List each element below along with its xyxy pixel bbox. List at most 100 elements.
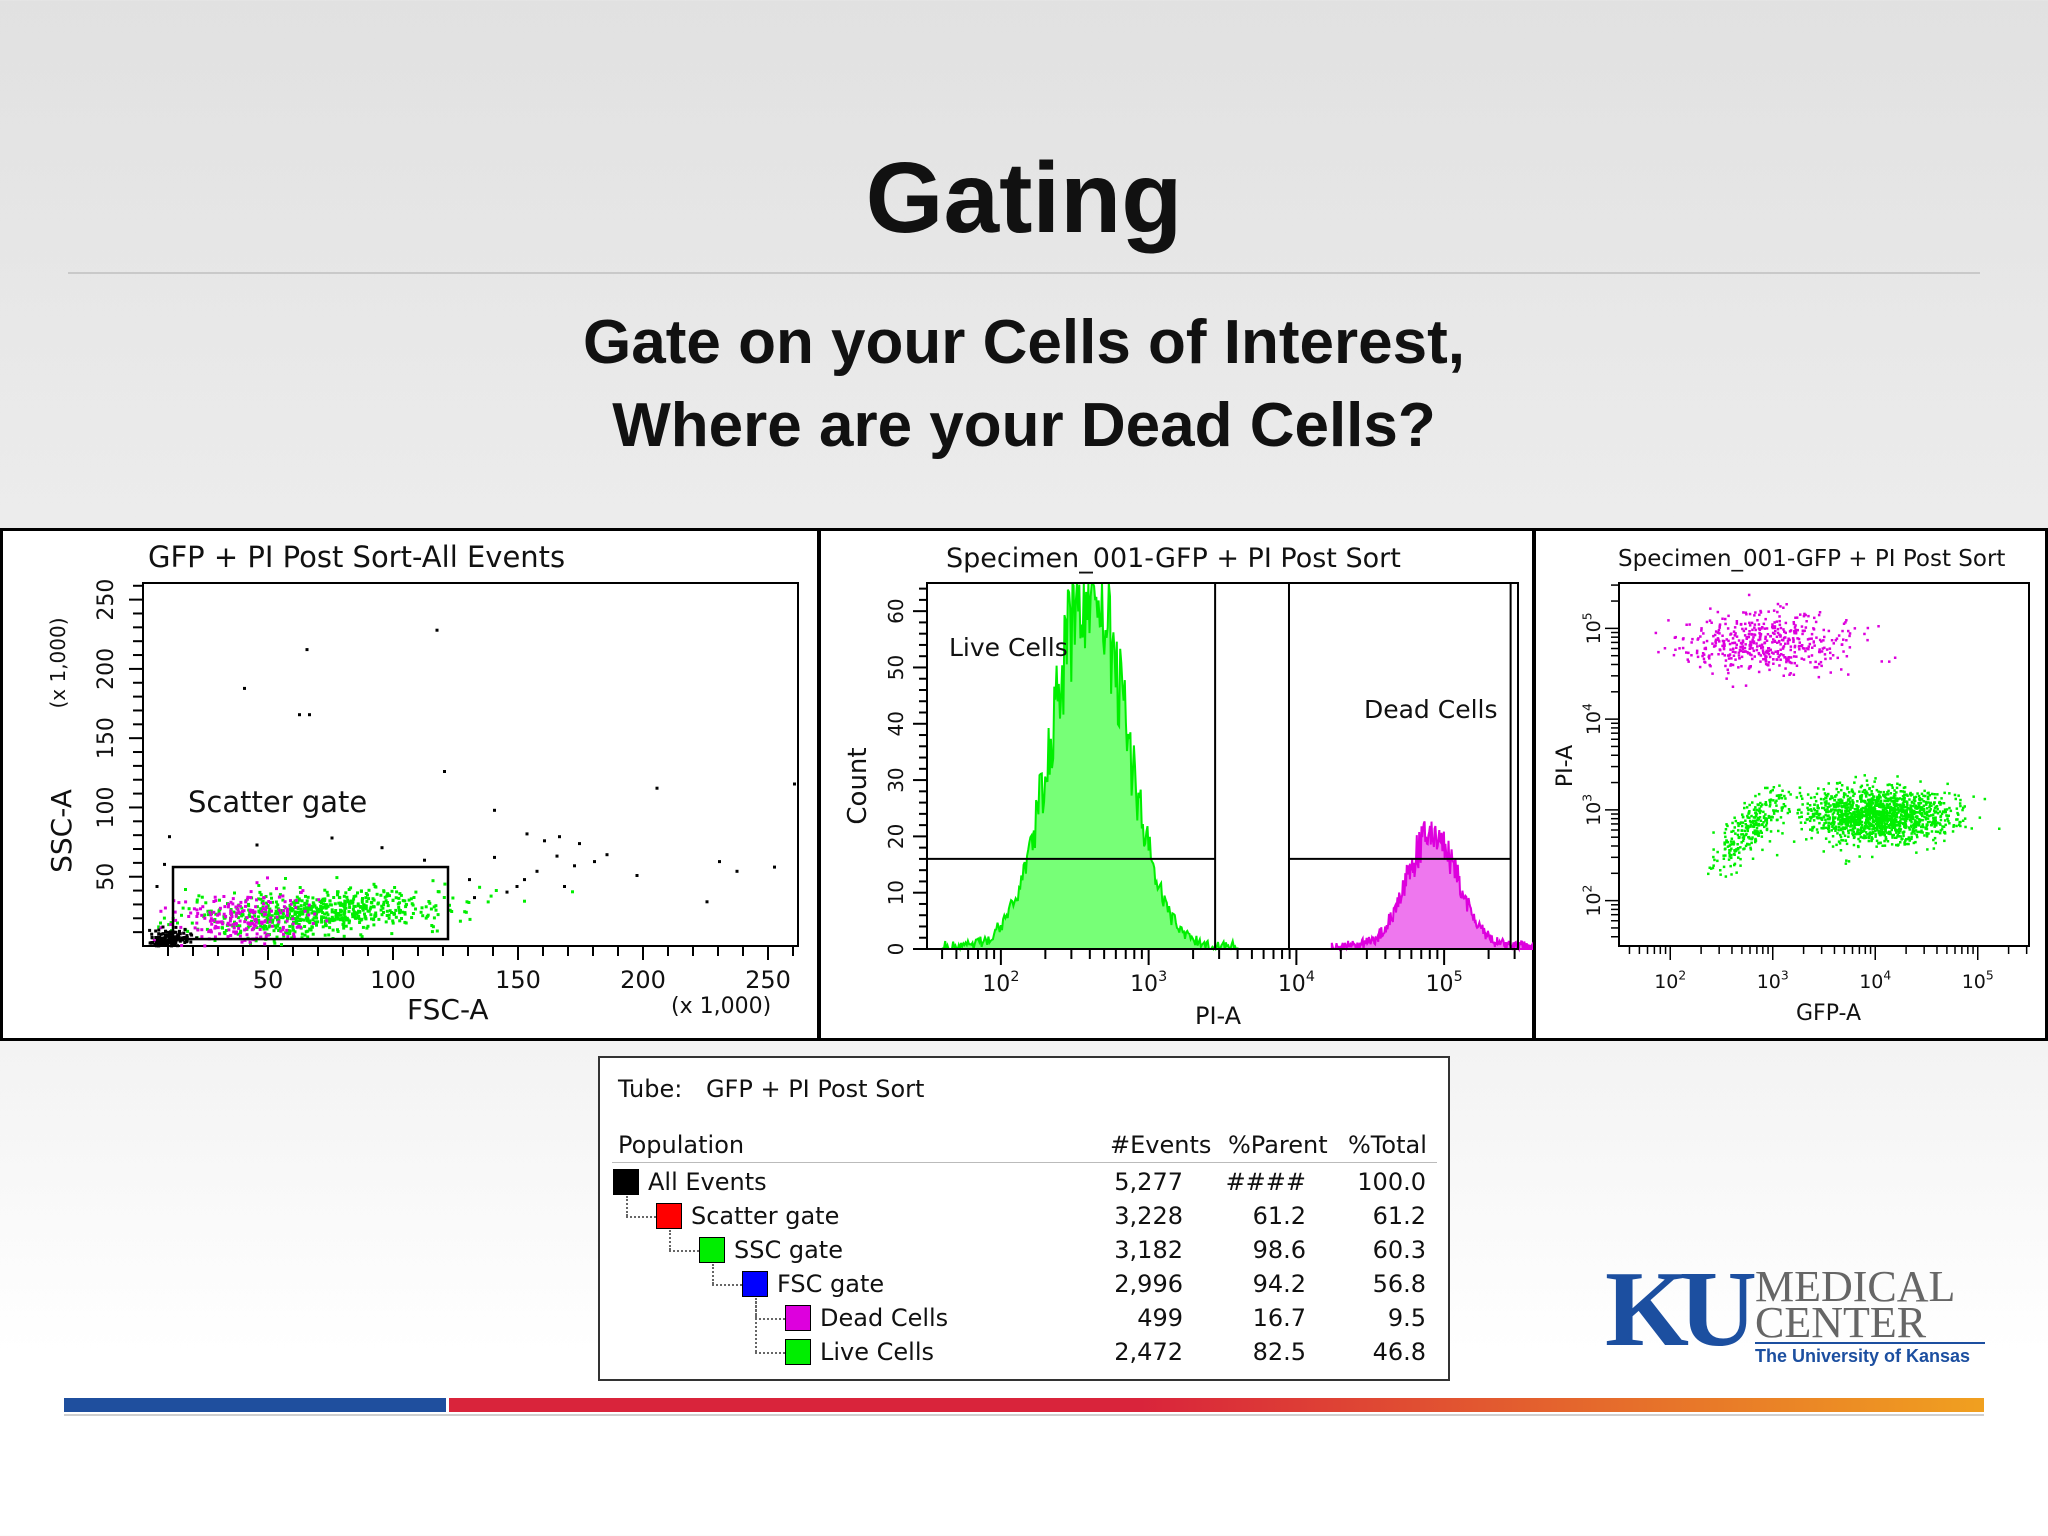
event-point	[1798, 808, 1801, 811]
event-point	[1846, 794, 1849, 798]
event-point	[1911, 793, 1914, 796]
event-point	[1921, 814, 1924, 818]
event-point	[1808, 637, 1811, 641]
event-point	[1820, 650, 1824, 653]
chart-title: GFP + PI Post Sort-All Events	[148, 540, 565, 574]
event-point	[197, 894, 201, 898]
event-point	[1840, 811, 1843, 814]
event-point	[1902, 818, 1905, 821]
event-point	[1831, 813, 1835, 816]
event-point	[1852, 801, 1855, 804]
event-point	[1899, 841, 1902, 844]
event-point	[260, 910, 264, 913]
event-point	[1925, 812, 1929, 815]
x-tick-label: 250	[745, 966, 791, 994]
event-point	[1926, 795, 1930, 799]
event-point	[1711, 866, 1715, 870]
event-point	[1717, 629, 1721, 632]
event-point	[1685, 623, 1688, 626]
event-point	[190, 921, 194, 925]
histogram-gates[interactable]	[927, 583, 1512, 949]
event-point	[1933, 819, 1936, 822]
event-point	[1775, 853, 1779, 857]
event-point	[1886, 797, 1890, 801]
event-point	[1748, 647, 1751, 650]
event-point	[1772, 799, 1775, 802]
event-point	[1757, 792, 1761, 796]
event-point	[1738, 851, 1741, 854]
event-point	[1719, 873, 1722, 876]
outlier-point	[443, 770, 446, 773]
event-point	[1806, 812, 1810, 815]
event-point	[1822, 824, 1825, 827]
event-point	[1808, 819, 1812, 823]
event-point	[1922, 800, 1925, 803]
scatter-gate-rect[interactable]	[171, 865, 450, 941]
event-point	[267, 911, 271, 915]
event-point	[1744, 643, 1747, 646]
event-point	[366, 924, 370, 928]
event-point	[273, 912, 277, 916]
event-point	[299, 891, 303, 894]
event-point	[1728, 844, 1731, 848]
event-point	[1918, 809, 1922, 813]
event-point	[1928, 820, 1931, 824]
event-point	[1838, 781, 1842, 784]
event-point	[1955, 824, 1958, 828]
population-row[interactable]: Dead Cells 499 16.7 9.5	[600, 1302, 1448, 1334]
event-point	[1844, 839, 1848, 842]
event-point	[243, 920, 247, 924]
event-point	[1866, 833, 1869, 836]
event-point	[1813, 803, 1816, 806]
event-point	[288, 912, 291, 916]
event-point	[372, 923, 376, 927]
event-point	[1871, 793, 1874, 796]
event-point	[1869, 798, 1872, 801]
event-point	[1829, 657, 1832, 660]
event-point	[1940, 828, 1944, 831]
event-point	[1905, 838, 1908, 841]
event-point	[254, 924, 258, 928]
event-point	[1926, 807, 1929, 810]
y-tick-label: 200	[94, 648, 119, 690]
event-point	[1735, 643, 1738, 646]
event-point	[1743, 646, 1747, 650]
event-point	[1939, 823, 1942, 826]
event-point	[261, 905, 265, 909]
event-point	[1897, 807, 1900, 810]
event-point	[293, 904, 297, 908]
event-point	[1856, 807, 1860, 811]
event-point	[1828, 810, 1831, 813]
event-point	[347, 921, 351, 925]
event-point	[1936, 793, 1939, 796]
outlier-point	[168, 835, 171, 839]
event-point	[1902, 830, 1906, 833]
event-point	[189, 940, 193, 944]
event-point	[169, 935, 173, 939]
event-point	[421, 914, 425, 918]
event-point	[1732, 654, 1736, 657]
event-point	[1734, 832, 1737, 835]
event-point	[1764, 662, 1768, 666]
population-row[interactable]: FSC gate 2,996 94.2 56.8	[600, 1268, 1448, 1300]
event-point	[361, 925, 365, 929]
event-point	[1751, 836, 1754, 839]
event-point	[1889, 792, 1893, 795]
event-point	[463, 910, 467, 914]
event-point	[1735, 635, 1739, 638]
population-row[interactable]: Scatter gate 3,228 61.2 61.2	[600, 1200, 1448, 1232]
event-point	[1864, 808, 1867, 811]
event-point	[1729, 840, 1733, 843]
population-row[interactable]: SSC gate 3,182 98.6 60.3	[600, 1234, 1448, 1266]
event-point	[1910, 814, 1913, 817]
event-point	[1866, 783, 1869, 787]
event-point	[382, 903, 386, 907]
event-point	[1764, 801, 1768, 804]
event-point	[296, 916, 300, 920]
event-point	[1825, 797, 1828, 800]
population-row[interactable]: All Events 5,277 #### 100.0	[600, 1166, 1448, 1198]
event-point	[1826, 817, 1830, 821]
population-row[interactable]: Live Cells 2,472 82.5 46.8	[600, 1336, 1448, 1368]
event-point	[1827, 830, 1831, 833]
